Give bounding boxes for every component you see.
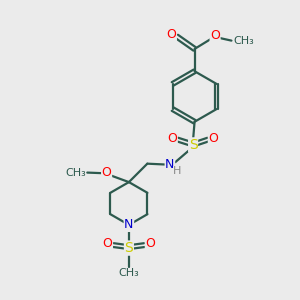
Text: N: N [124,218,134,231]
Text: O: O [102,166,112,179]
Text: S: S [189,138,197,152]
Text: O: O [210,29,220,42]
Text: O: O [208,132,218,145]
Text: O: O [103,237,112,250]
Text: CH₃: CH₃ [65,168,86,178]
Text: CH₃: CH₃ [234,36,255,46]
Text: O: O [167,28,176,40]
Text: H: H [173,166,181,176]
Text: O: O [167,132,177,145]
Text: methoxy: methoxy [0,299,1,300]
Text: O: O [146,237,155,250]
Text: N: N [165,158,175,171]
Text: S: S [124,241,133,255]
Text: CH₃: CH₃ [118,268,139,278]
